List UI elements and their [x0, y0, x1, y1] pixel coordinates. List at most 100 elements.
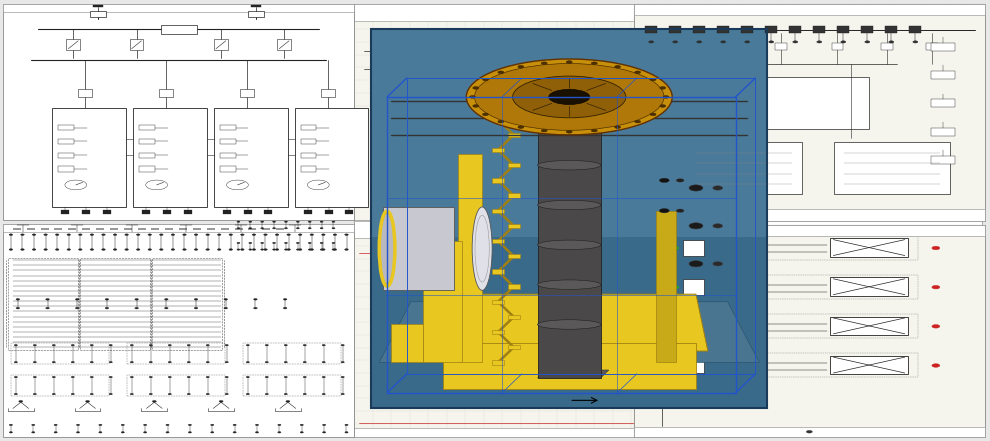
- Bar: [508, 193, 520, 198]
- Circle shape: [168, 393, 171, 395]
- Bar: [927, 43, 939, 50]
- Bar: [159, 138, 173, 146]
- Circle shape: [148, 249, 151, 250]
- Circle shape: [90, 393, 93, 395]
- Bar: [82, 210, 90, 214]
- Circle shape: [206, 362, 209, 363]
- Circle shape: [260, 242, 263, 243]
- Bar: [645, 26, 657, 33]
- Circle shape: [187, 362, 190, 363]
- Bar: [264, 210, 272, 214]
- Bar: [41, 228, 49, 230]
- Bar: [831, 356, 908, 374]
- Circle shape: [34, 362, 37, 363]
- Circle shape: [252, 234, 255, 235]
- Circle shape: [342, 344, 345, 346]
- Circle shape: [75, 299, 79, 300]
- Circle shape: [284, 242, 287, 243]
- Bar: [742, 26, 753, 33]
- Circle shape: [71, 362, 74, 363]
- Circle shape: [689, 185, 703, 191]
- Bar: [276, 228, 284, 230]
- Circle shape: [322, 362, 326, 363]
- Bar: [103, 210, 111, 214]
- Circle shape: [55, 234, 59, 235]
- Circle shape: [85, 400, 89, 402]
- Circle shape: [673, 247, 679, 249]
- Circle shape: [265, 362, 268, 363]
- Bar: [58, 139, 74, 144]
- Circle shape: [308, 249, 311, 250]
- Bar: [683, 357, 704, 373]
- Bar: [221, 228, 229, 230]
- Circle shape: [67, 234, 70, 235]
- Bar: [27, 228, 35, 230]
- Bar: [508, 102, 520, 107]
- Bar: [96, 228, 104, 230]
- Circle shape: [188, 432, 191, 433]
- Bar: [731, 38, 819, 64]
- Circle shape: [211, 432, 214, 433]
- Bar: [354, 428, 982, 437]
- Circle shape: [265, 344, 268, 346]
- Circle shape: [284, 249, 287, 250]
- Circle shape: [135, 307, 139, 309]
- Bar: [371, 29, 767, 408]
- Circle shape: [518, 65, 524, 68]
- Circle shape: [332, 242, 335, 243]
- Circle shape: [817, 41, 822, 43]
- Circle shape: [71, 393, 74, 395]
- Circle shape: [659, 105, 665, 107]
- Circle shape: [105, 307, 109, 309]
- Circle shape: [241, 249, 245, 250]
- Bar: [321, 89, 335, 97]
- Circle shape: [303, 344, 306, 346]
- Circle shape: [713, 186, 723, 190]
- Bar: [214, 39, 228, 50]
- Bar: [383, 207, 454, 290]
- Bar: [931, 99, 954, 107]
- Circle shape: [46, 307, 50, 309]
- Circle shape: [284, 228, 287, 229]
- Circle shape: [206, 376, 209, 378]
- Bar: [130, 39, 144, 50]
- Circle shape: [194, 299, 198, 300]
- Bar: [235, 228, 243, 230]
- Circle shape: [260, 249, 263, 250]
- Circle shape: [224, 307, 228, 309]
- Ellipse shape: [474, 64, 664, 130]
- Circle shape: [889, 41, 894, 43]
- Bar: [82, 228, 90, 230]
- Bar: [277, 39, 291, 50]
- Circle shape: [52, 393, 55, 395]
- Bar: [634, 4, 985, 15]
- Bar: [244, 210, 251, 214]
- Circle shape: [229, 234, 233, 235]
- Bar: [220, 166, 236, 172]
- Circle shape: [482, 113, 488, 116]
- Ellipse shape: [472, 207, 492, 290]
- Bar: [3, 224, 354, 232]
- Circle shape: [345, 249, 348, 250]
- Circle shape: [206, 249, 210, 250]
- Circle shape: [164, 299, 168, 300]
- Circle shape: [9, 249, 13, 250]
- Circle shape: [322, 344, 326, 346]
- Circle shape: [233, 424, 237, 426]
- Bar: [52, 108, 126, 207]
- Bar: [8, 258, 78, 350]
- Circle shape: [913, 41, 918, 43]
- Bar: [127, 343, 226, 364]
- Bar: [301, 125, 317, 130]
- Bar: [492, 360, 504, 365]
- Circle shape: [144, 424, 147, 426]
- Bar: [665, 314, 919, 338]
- Bar: [151, 228, 159, 230]
- Circle shape: [90, 249, 94, 250]
- Bar: [223, 210, 231, 214]
- Circle shape: [659, 209, 669, 213]
- Bar: [861, 26, 873, 33]
- Ellipse shape: [380, 213, 394, 284]
- Circle shape: [473, 86, 479, 89]
- Circle shape: [482, 78, 488, 81]
